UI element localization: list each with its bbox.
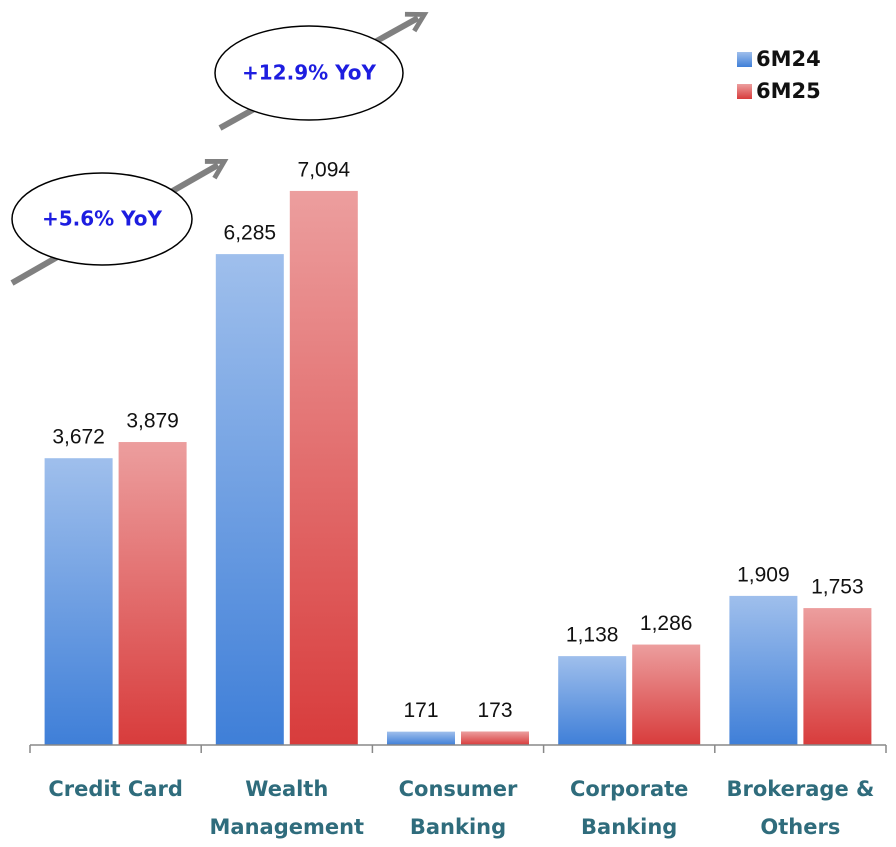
bar — [461, 731, 529, 745]
bar — [558, 656, 627, 745]
annotation: +5.6% YoY — [42, 207, 163, 231]
x-tick-label: Wealth Management — [209, 777, 365, 839]
value-label: 1,909 — [737, 563, 790, 586]
legend-label: 6M24 — [756, 47, 821, 71]
value-label: 7,094 — [298, 158, 351, 181]
bar — [215, 254, 284, 746]
value-label: 173 — [477, 699, 512, 722]
legend-label: 6M25 — [756, 79, 821, 103]
value-label: 3,879 — [126, 410, 179, 433]
legend-swatch — [737, 52, 752, 67]
x-tick-label: Corporate Banking — [569, 777, 689, 839]
x-tick-label: Credit Card — [48, 777, 183, 801]
value-label: 6,285 — [224, 222, 277, 245]
annotation-bubble — [214, 25, 404, 121]
value-label: 171 — [403, 699, 438, 722]
x-tick-label: Brokerage & Others — [726, 777, 875, 839]
value-label: 1,138 — [566, 624, 619, 647]
value-label: 1,753 — [811, 576, 864, 599]
annotation-bubble — [11, 172, 193, 266]
value-label: 3,672 — [52, 426, 105, 449]
value-label: 1,286 — [640, 612, 693, 635]
bar — [387, 731, 455, 745]
bar — [289, 190, 358, 745]
bar — [803, 608, 872, 745]
legend-swatch — [737, 84, 752, 99]
annotation: +12.9% YoY — [242, 61, 376, 85]
x-tick-label: Consumer Banking — [398, 777, 518, 839]
bar — [729, 595, 798, 745]
bar — [632, 644, 701, 745]
bar — [118, 442, 187, 745]
bar — [44, 458, 113, 745]
